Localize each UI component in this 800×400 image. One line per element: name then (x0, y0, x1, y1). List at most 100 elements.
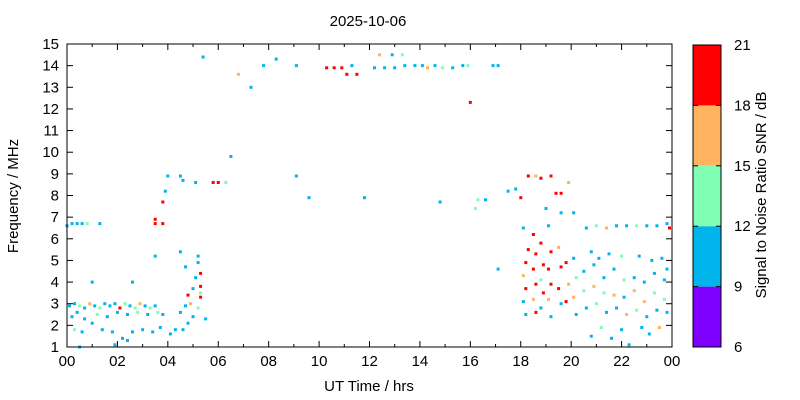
data-point (584, 226, 588, 230)
data-point (420, 64, 424, 68)
data-point (108, 304, 112, 308)
data-point (178, 174, 182, 178)
data-point (468, 100, 472, 104)
y-tick-label: 4 (51, 274, 59, 291)
data-point (615, 224, 618, 228)
data-point (612, 267, 616, 271)
data-point (199, 295, 203, 299)
y-tick-label: 2 (51, 317, 59, 334)
data-point (173, 328, 177, 332)
data-point (100, 328, 104, 332)
data-point (216, 181, 220, 184)
data-point (340, 66, 344, 70)
data-point (126, 313, 129, 316)
data-point (662, 278, 666, 282)
y-tick-label: 3 (51, 296, 59, 313)
data-point (539, 278, 543, 282)
data-point (70, 315, 74, 319)
data-point (549, 282, 553, 286)
y-tick-label: 10 (42, 144, 59, 161)
colorbar-band (693, 286, 721, 347)
y-tick-label: 9 (51, 166, 59, 183)
x-tick-label: 12 (361, 353, 378, 370)
data-point (68, 304, 71, 308)
data-point (514, 187, 518, 191)
data-point (625, 313, 629, 316)
data-point (113, 302, 117, 306)
data-point (141, 328, 145, 332)
data-point (476, 198, 480, 202)
data-point (534, 252, 538, 256)
data-point (199, 284, 203, 288)
data-point (151, 330, 155, 334)
y-tick-label: 1 (51, 339, 59, 356)
data-point (572, 211, 576, 215)
data-point (158, 326, 162, 329)
data-point (539, 306, 543, 310)
data-point (582, 269, 586, 273)
data-point (622, 295, 626, 299)
data-point (181, 178, 185, 182)
data-point (249, 85, 253, 89)
y-tick-label: 5 (51, 252, 59, 269)
data-point (491, 64, 495, 68)
data-point (622, 278, 626, 282)
data-point (131, 330, 134, 334)
data-point (105, 315, 109, 319)
colorbar-tick-label: 21 (734, 37, 751, 54)
data-point (90, 280, 94, 284)
x-tick-label: 08 (260, 353, 277, 370)
data-point (645, 315, 649, 319)
data-point (85, 222, 89, 226)
data-point (191, 315, 195, 319)
data-point (363, 196, 366, 200)
colorbar-band (693, 45, 721, 106)
data-point (567, 282, 571, 286)
x-tick-label: 18 (512, 353, 529, 370)
data-point (163, 189, 167, 193)
data-point (625, 224, 629, 228)
x-tick-label: 00 (664, 353, 681, 370)
data-point (521, 274, 525, 278)
data-point (665, 267, 669, 271)
data-point (637, 254, 641, 258)
data-point (373, 66, 376, 70)
data-point (196, 261, 200, 265)
data-point (131, 280, 134, 284)
data-point (564, 300, 568, 304)
data-point (413, 64, 417, 68)
y-tick-label: 15 (42, 36, 59, 53)
data-point (592, 284, 596, 288)
y-tick-label: 6 (51, 231, 59, 248)
plot-frame (66, 43, 673, 348)
data-point (662, 297, 666, 301)
data-point (378, 53, 382, 57)
data-point (602, 291, 606, 295)
data-point (547, 267, 550, 271)
data-point (143, 304, 147, 308)
data-point (531, 233, 535, 236)
data-point (605, 226, 608, 230)
x-tick-label: 02 (109, 353, 126, 370)
data-point (597, 256, 601, 260)
data-point (236, 72, 240, 76)
data-point (194, 181, 198, 184)
data-point (161, 313, 165, 316)
data-point (652, 291, 656, 295)
data-point (574, 313, 578, 316)
data-point (605, 310, 608, 314)
data-point (204, 317, 208, 321)
y-tick-label: 12 (42, 101, 59, 118)
data-point (83, 317, 87, 321)
data-point (153, 254, 157, 258)
data-point (83, 306, 87, 310)
data-point (635, 308, 639, 312)
data-point (599, 326, 603, 329)
data-point (524, 313, 528, 316)
data-point (602, 276, 606, 280)
data-point (191, 287, 195, 291)
x-tick-label: 00 (59, 353, 76, 370)
colorbar-tick-label: 12 (734, 218, 751, 235)
data-point (524, 261, 528, 265)
data-point (484, 198, 487, 202)
